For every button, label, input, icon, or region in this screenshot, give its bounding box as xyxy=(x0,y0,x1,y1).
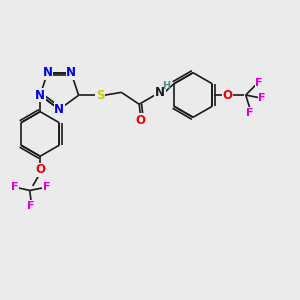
Text: N: N xyxy=(155,86,165,99)
Text: N: N xyxy=(43,66,52,79)
Text: N: N xyxy=(54,103,64,116)
Text: O: O xyxy=(222,88,232,101)
Text: F: F xyxy=(11,182,19,193)
Text: F: F xyxy=(255,78,263,88)
Text: N: N xyxy=(66,66,76,79)
Text: F: F xyxy=(258,93,266,103)
Text: H: H xyxy=(163,81,171,91)
Text: F: F xyxy=(28,201,35,211)
Text: S: S xyxy=(96,89,104,102)
Text: N: N xyxy=(35,89,45,102)
Text: F: F xyxy=(43,182,50,193)
Text: F: F xyxy=(246,108,254,118)
Text: O: O xyxy=(136,114,146,127)
Text: O: O xyxy=(35,163,45,176)
